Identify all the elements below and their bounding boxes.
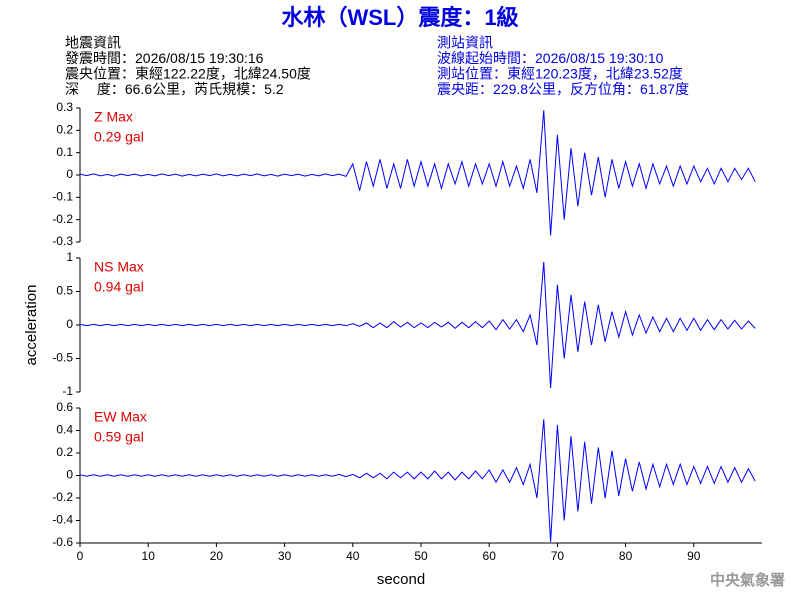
x-tick-label: 40: [346, 549, 360, 563]
y-tick-label: 0: [66, 468, 73, 482]
y-tick-label: 1: [66, 250, 73, 264]
station-info: 波線起始時間：2026/08/15 19:30:10: [437, 50, 664, 66]
station-info: 測站資訊: [437, 35, 493, 51]
max-annotation: Z Max: [94, 109, 133, 125]
x-tick-label: 30: [278, 549, 292, 563]
x-tick-label: 70: [551, 549, 565, 563]
station-info: 測站位置：東經120.23度，北緯23.52度: [437, 66, 683, 82]
station-info: 震央距：229.8公里，反方位角：61.87度: [437, 81, 689, 97]
event-info: 深 度：66.6公里，芮氏規模：5.2: [65, 81, 284, 97]
y-tick-label: -0.6: [52, 535, 73, 549]
x-tick-label: 60: [483, 549, 497, 563]
max-annotation: NS Max: [94, 259, 144, 275]
waveform: [79, 261, 756, 389]
y-tick-label: 0.2: [56, 123, 73, 137]
y-tick-label: 0.2: [56, 445, 73, 459]
y-tick-label: 0.4: [56, 423, 73, 437]
y-tick-label: 0.5: [56, 284, 73, 298]
x-tick-label: 90: [687, 549, 701, 563]
x-tick-label: 0: [77, 549, 84, 563]
y-tick-label: 0.1: [56, 145, 73, 159]
y-tick-label: -1: [62, 384, 73, 398]
event-info: 地震資訊: [65, 35, 121, 51]
max-annotation: 0.29 gal: [94, 129, 144, 145]
event-info: 震央位置：東經122.22度，北緯24.50度: [65, 66, 311, 82]
y-tick-label: 0.6: [56, 400, 73, 414]
y-tick-label: 0: [66, 167, 73, 181]
waveform: [79, 419, 756, 542]
y-tick-label: -0.2: [52, 212, 73, 226]
y-axis-label: acceleration: [23, 285, 40, 366]
x-tick-label: 10: [142, 549, 156, 563]
y-tick-label: -0.4: [52, 513, 73, 527]
footer: 中央氣象署: [710, 571, 785, 589]
y-tick-label: -0.5: [52, 351, 73, 365]
max-annotation: 0.59 gal: [94, 429, 144, 445]
y-tick-label: -0.3: [52, 234, 73, 248]
y-tick-label: 0: [66, 317, 73, 331]
waveform: [79, 110, 756, 236]
y-tick-label: -0.2: [52, 490, 73, 504]
max-annotation: 0.94 gal: [94, 279, 144, 295]
x-tick-label: 50: [414, 549, 428, 563]
x-tick-label: 20: [210, 549, 224, 563]
y-tick-label: -0.1: [52, 190, 73, 204]
chart-title: 水林（WSL）震度：1級: [281, 5, 518, 30]
max-annotation: EW Max: [94, 409, 147, 425]
y-tick-label: 0.3: [56, 100, 73, 114]
event-info: 發震時間：2026/08/15 19:30:16: [65, 50, 264, 66]
x-axis-label: second: [377, 571, 425, 588]
x-tick-label: 80: [619, 549, 633, 563]
